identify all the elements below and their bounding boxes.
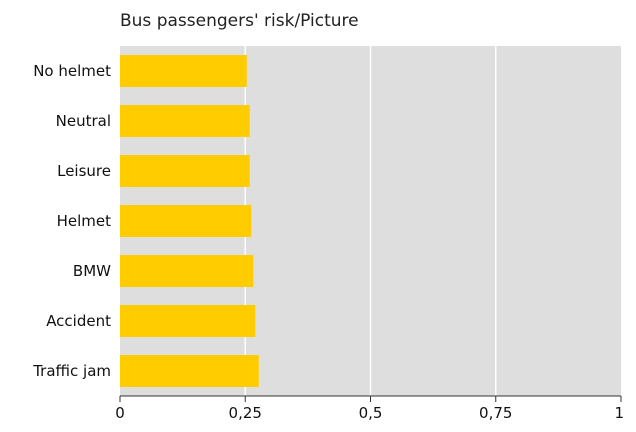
category-label-1: Neutral [56, 112, 111, 130]
bars [120, 55, 259, 387]
category-label-3: Helmet [57, 212, 112, 230]
bar-4 [120, 255, 254, 287]
chart-title: Bus passengers' risk/Picture [120, 11, 359, 31]
category-label-0: No helmet [33, 62, 111, 80]
category-label-5: Accident [46, 312, 111, 330]
x-tick-label-0: 0 [115, 404, 125, 422]
bar-3 [120, 205, 252, 237]
category-label-6: Traffic jam [32, 362, 111, 380]
x-ticks: 0 0,25 0,5 0,75 1 [115, 396, 624, 422]
bar-0 [120, 55, 247, 87]
category-label-4: BMW [73, 262, 111, 280]
category-label-2: Leisure [57, 162, 111, 180]
bar-6 [120, 355, 259, 387]
category-labels: No helmet Neutral Leisure Helmet BMW Accident… [32, 62, 111, 380]
bar-1 [120, 105, 250, 137]
bar-5 [120, 305, 256, 337]
x-tick-label-4: 1 [614, 404, 624, 422]
bar-2 [120, 155, 250, 187]
x-tick-label-2: 0,5 [359, 404, 383, 422]
x-tick-label-3: 0,75 [479, 404, 512, 422]
x-tick-label-1: 0,25 [229, 404, 262, 422]
